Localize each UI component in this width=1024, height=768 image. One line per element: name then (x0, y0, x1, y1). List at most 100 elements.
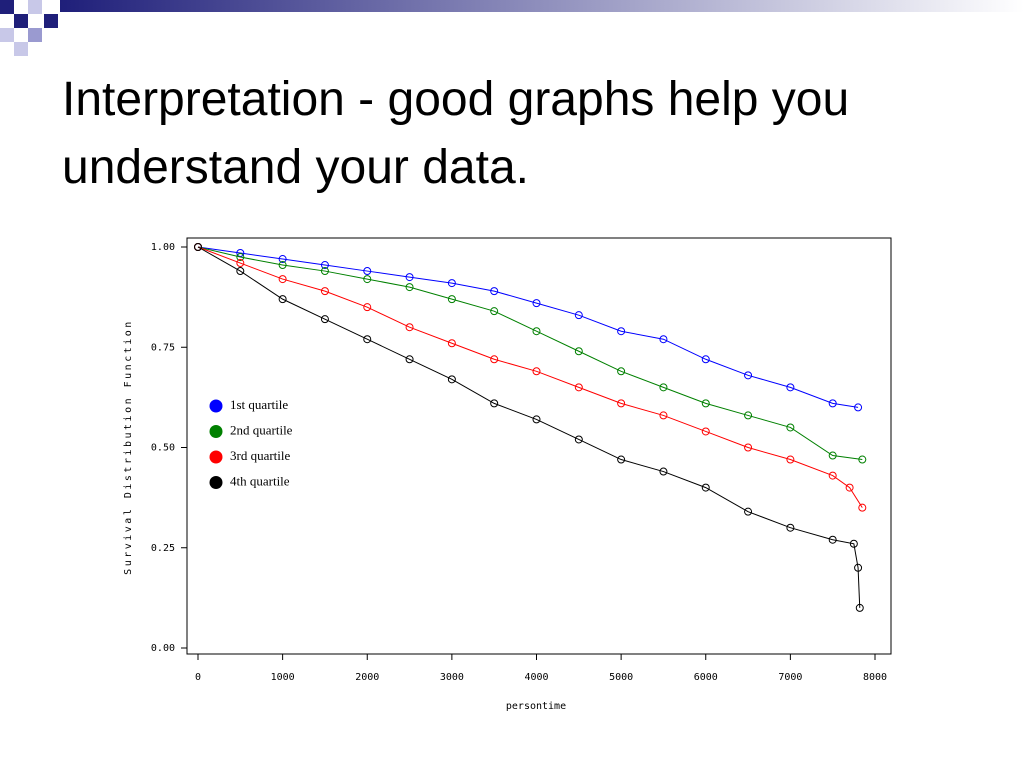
point-marker (363, 267, 372, 276)
point-marker (828, 399, 837, 408)
x-tick-label: 7000 (778, 672, 802, 683)
point-marker (405, 323, 414, 332)
point-marker (617, 367, 626, 376)
point-marker (490, 399, 499, 408)
point-marker (532, 415, 541, 424)
x-tick-label: 4000 (524, 672, 548, 683)
point-marker (405, 273, 414, 282)
point-marker (854, 563, 863, 572)
x-tick-label: 1000 (271, 672, 295, 683)
point-marker (744, 371, 753, 380)
legend-label: 4th quartile (230, 473, 290, 488)
x-tick-label: 3000 (440, 672, 464, 683)
point-marker (532, 327, 541, 336)
y-tick-label: 0.00 (151, 643, 175, 654)
point-marker (786, 383, 795, 392)
point-marker (363, 335, 372, 344)
point-marker (363, 275, 372, 284)
point-marker (278, 261, 287, 270)
x-axis-label: persontime (506, 701, 566, 712)
point-marker (744, 507, 753, 516)
point-marker (532, 299, 541, 308)
point-marker (574, 347, 583, 356)
point-marker (278, 275, 287, 284)
point-marker (447, 339, 456, 348)
point-marker (617, 399, 626, 408)
point-marker (659, 467, 668, 476)
x-tick-label: 5000 (609, 672, 633, 683)
x-tick-label: 2000 (355, 672, 379, 683)
point-marker (320, 261, 329, 270)
point-marker (405, 283, 414, 292)
point-marker (744, 443, 753, 452)
point-marker (701, 355, 710, 364)
point-marker (447, 279, 456, 288)
point-marker (858, 455, 867, 464)
x-tick-label: 8000 (863, 672, 887, 683)
survival-curve (197, 246, 861, 608)
legend-label: 2nd quartile (230, 422, 293, 437)
point-marker (786, 523, 795, 532)
point-marker (659, 383, 668, 392)
slide-decoration (0, 0, 1024, 56)
legend-label: 3rd quartile (230, 448, 291, 463)
legend-marker (209, 399, 223, 413)
point-marker (701, 399, 710, 408)
point-marker (490, 287, 499, 296)
point-marker (490, 355, 499, 364)
y-tick-label: 1.00 (151, 242, 175, 253)
survival-curve (197, 246, 863, 508)
point-marker (320, 287, 329, 296)
legend: 1st quartile 2nd quartile 3rd quartile 4th … (209, 397, 293, 489)
x-tick-label: 0 (195, 672, 201, 683)
legend-marker (209, 450, 223, 464)
slide-title: Interpretation - good graphs help you un… (62, 73, 850, 194)
point-marker (744, 411, 753, 420)
point-marker (786, 455, 795, 464)
point-marker (236, 253, 245, 262)
point-marker (574, 435, 583, 444)
point-marker (786, 423, 795, 432)
survival-curve (197, 246, 863, 461)
point-marker (701, 483, 710, 492)
point-marker (363, 303, 372, 312)
point-marker (236, 267, 245, 276)
point-marker (659, 335, 668, 344)
legend-marker (209, 476, 223, 489)
legend-label: 1st quartile (230, 397, 288, 412)
point-marker (858, 503, 867, 512)
point-marker (855, 603, 864, 612)
point-marker (405, 355, 414, 364)
point-marker (574, 311, 583, 320)
point-marker (490, 307, 499, 316)
point-marker (278, 255, 287, 264)
x-tick-label: 6000 (694, 672, 718, 683)
point-marker (447, 295, 456, 304)
point-marker (845, 483, 854, 492)
point-marker (828, 451, 837, 460)
point-marker (574, 383, 583, 392)
point-marker (828, 535, 837, 544)
point-marker (617, 327, 626, 336)
plot-frame (186, 237, 892, 655)
point-marker (701, 427, 710, 436)
point-marker (447, 375, 456, 384)
point-marker (236, 259, 245, 268)
survival-curve (197, 246, 859, 408)
y-tick-label: 0.75 (151, 342, 175, 353)
point-marker (828, 471, 837, 480)
y-tick-label: 0.50 (151, 443, 175, 454)
point-marker (320, 267, 329, 276)
point-marker (854, 403, 863, 412)
y-axis-label: Survival Distribution Function (123, 319, 134, 575)
point-marker (532, 367, 541, 376)
point-marker (617, 455, 626, 464)
point-marker (320, 315, 329, 324)
point-marker (659, 411, 668, 420)
legend-marker (209, 425, 223, 438)
point-marker (194, 243, 202, 251)
y-tick-label: 0.25 (151, 543, 175, 554)
point-marker (849, 539, 858, 548)
